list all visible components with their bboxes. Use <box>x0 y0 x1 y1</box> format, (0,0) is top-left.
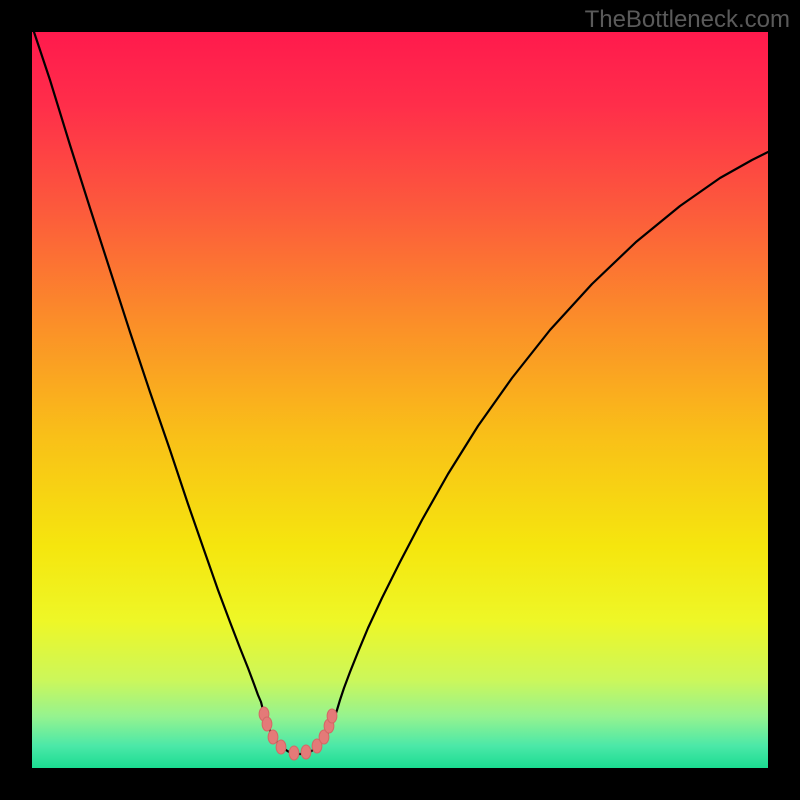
dip-marker <box>268 730 278 744</box>
curve-layer <box>0 0 800 800</box>
dip-marker <box>301 745 311 759</box>
dip-marker-group <box>259 707 337 760</box>
dip-marker <box>327 709 337 723</box>
dip-marker <box>289 746 299 760</box>
dip-marker <box>276 740 286 754</box>
bottleneck-curve <box>34 32 768 754</box>
chart-root: TheBottleneck.com <box>0 0 800 800</box>
dip-marker <box>262 717 272 731</box>
